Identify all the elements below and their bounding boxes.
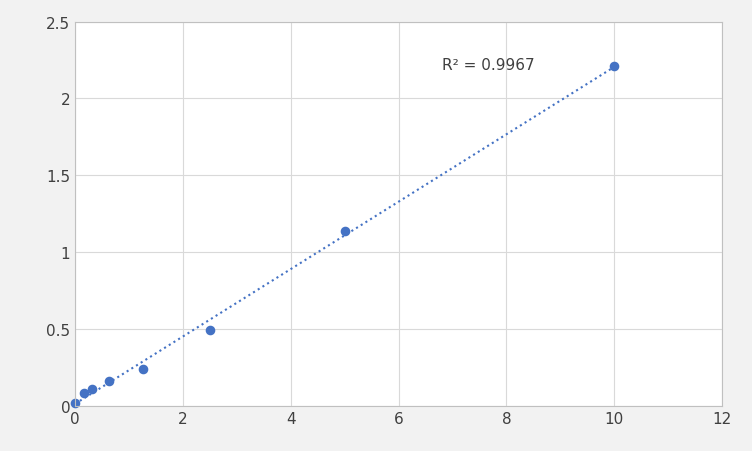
Point [608, 63, 620, 70]
Point [69, 400, 81, 407]
Point [137, 365, 149, 373]
Point [77, 390, 89, 397]
Point [86, 386, 98, 393]
Text: R² = 0.9967: R² = 0.9967 [441, 58, 535, 73]
Point [204, 327, 216, 334]
Point [338, 228, 350, 235]
Point [103, 377, 115, 384]
